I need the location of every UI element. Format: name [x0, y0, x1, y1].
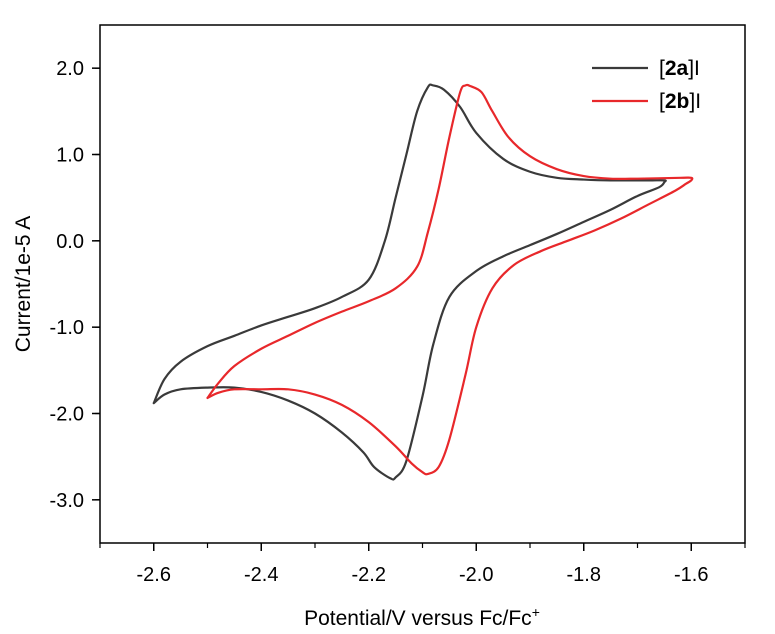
x-tick-label: -2.2	[352, 564, 386, 586]
x-tick-label: -2.0	[459, 564, 493, 586]
plot-frame	[99, 24, 746, 544]
series-line-2b	[206, 83, 694, 476]
legend-label: [2b]I	[659, 90, 701, 113]
y-axis-ticks: 2.0 1.0 0.0 -1.0 -2.0 -3.0	[50, 58, 100, 512]
y-tick-label: -2.0	[50, 404, 84, 426]
y-tick-label: 2.0	[56, 58, 84, 80]
series-line-2a	[152, 83, 667, 481]
y-tick-label: -1.0	[50, 317, 84, 339]
y-tick-label: -3.0	[50, 490, 84, 512]
x-axis-title: Potential/V versus Fc/Fc+	[304, 604, 540, 630]
x-tick-label: -1.6	[674, 564, 708, 586]
x-tick-label: -1.8	[567, 564, 601, 586]
y-tick-label: 1.0	[56, 145, 84, 167]
x-tick-label: -2.6	[137, 564, 171, 586]
x-axis-ticks: -2.6 -2.4 -2.2 -2.0 -1.8 -1.6	[99, 543, 746, 586]
legend-label: [2a]I	[659, 57, 700, 80]
x-axis-title-superscript: +	[532, 604, 540, 620]
y-tick-label: 0.0	[56, 231, 84, 253]
y-axis-title: Current/1e-5 A	[12, 216, 35, 353]
series-layer	[152, 83, 694, 481]
legend: [2a]I [2b]I	[592, 57, 701, 113]
x-tick-label: -2.4	[244, 564, 278, 586]
